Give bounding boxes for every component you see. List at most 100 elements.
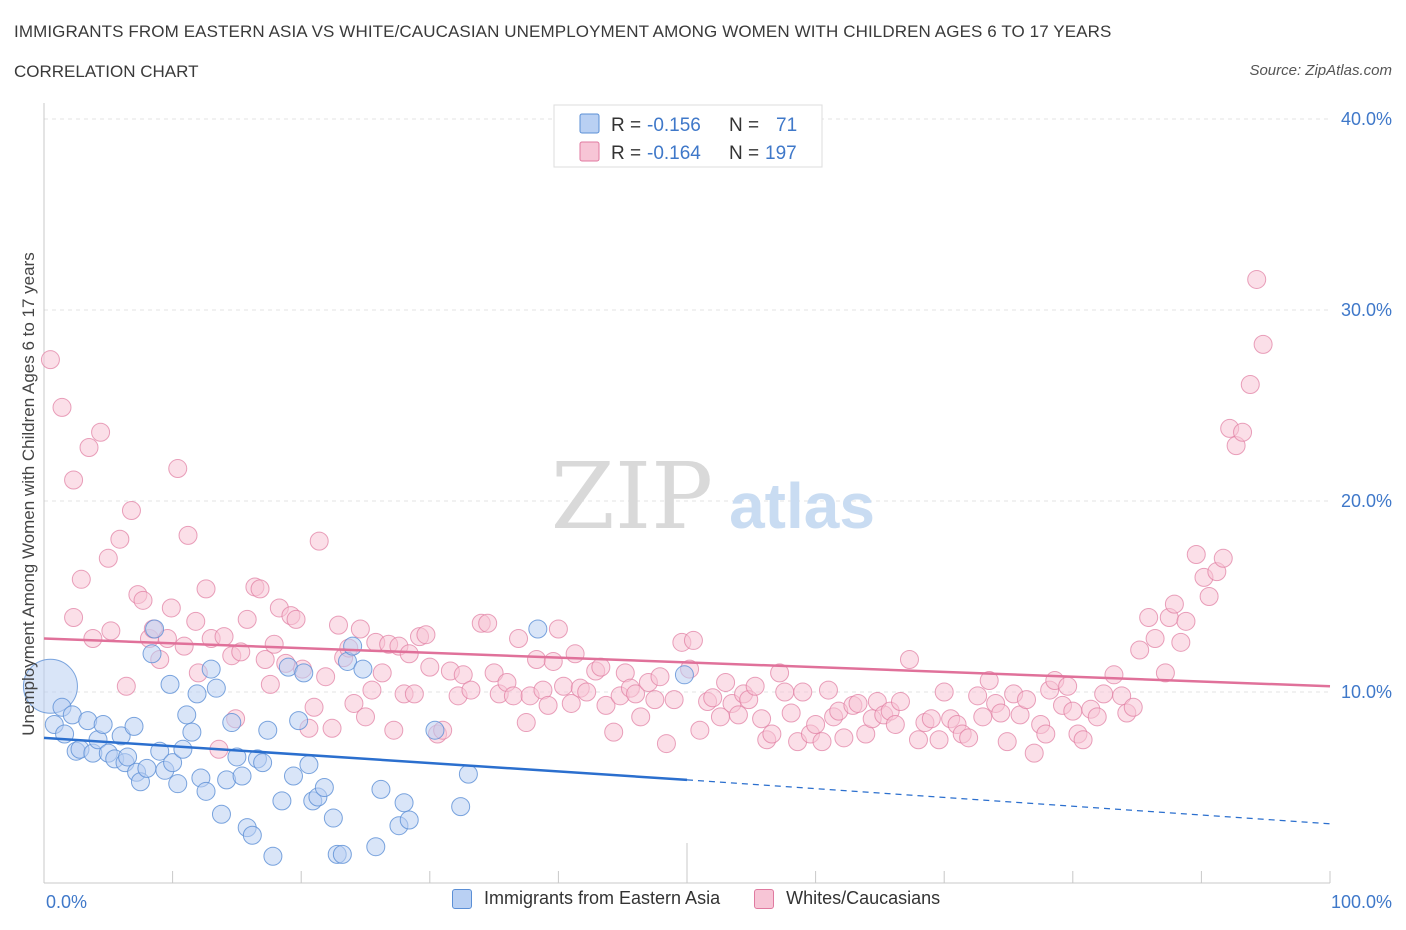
eastern-asia-point <box>227 747 247 767</box>
eastern-asia-point <box>674 665 694 685</box>
whites-point <box>196 579 216 599</box>
whites-point <box>1199 587 1219 606</box>
y-tick-label: 20.0% <box>1341 491 1392 511</box>
whites-point <box>716 672 736 692</box>
stats-r-value: -0.156 <box>647 115 701 136</box>
eastern-asia-point <box>118 747 138 767</box>
watermark: ZIP atlas <box>551 443 875 550</box>
whites-point <box>372 663 392 683</box>
whites-point <box>656 734 676 754</box>
whites-point <box>1145 629 1165 649</box>
whites-point <box>1112 686 1132 706</box>
whites-point <box>453 665 473 685</box>
whites-point <box>752 709 772 729</box>
whites-point <box>344 693 364 713</box>
whites-point <box>1164 594 1184 614</box>
eastern-asia-point <box>206 678 226 698</box>
eastern-asia-point <box>187 684 207 704</box>
eastern-asia-point <box>137 758 157 778</box>
whites-point <box>40 350 60 370</box>
whites-point <box>250 579 270 599</box>
eastern-asia-point <box>232 766 252 786</box>
whites-point <box>110 529 130 549</box>
whites-point <box>745 676 765 696</box>
whites-point <box>1087 707 1107 727</box>
whites-point <box>420 657 440 677</box>
stats-n-label: N = <box>729 115 759 136</box>
whites-point <box>973 707 993 727</box>
whites-point <box>1247 269 1267 289</box>
whites-point <box>604 722 624 742</box>
whites-point <box>1186 544 1206 564</box>
legend-swatch-blue <box>452 888 472 909</box>
whites-point <box>121 501 141 521</box>
whites-point <box>683 630 703 650</box>
whites-point <box>770 663 790 683</box>
eastern-asia-point <box>371 779 391 799</box>
stats-box: R = -0.156 N = 71 R = -0.164 N = 197 <box>553 104 823 168</box>
whites-point <box>591 657 611 677</box>
whites-point <box>304 697 324 717</box>
whites-point <box>98 548 118 568</box>
stats-r-label: R = <box>611 115 641 136</box>
x-tick-label: 0.0% <box>46 892 87 912</box>
eastern-asia-point <box>299 755 319 775</box>
whites-point <box>1063 701 1083 721</box>
gridlines <box>44 118 1330 693</box>
legend-label: Whites/Caucasians <box>786 888 941 908</box>
legend: Immigrants from Eastern Asia Whites/Cauc… <box>452 888 940 909</box>
whites-point <box>214 627 234 647</box>
whites-point <box>91 422 111 442</box>
whites-point <box>101 621 121 641</box>
whites-point <box>1123 697 1143 717</box>
whites-point <box>1155 663 1175 683</box>
whites-point <box>1104 665 1124 685</box>
whites-point <box>186 611 206 631</box>
whites-point <box>1176 611 1196 631</box>
eastern-asia-point <box>142 644 162 664</box>
eastern-asia-point <box>177 705 197 725</box>
whites-point <box>921 709 941 729</box>
y-axis-label: Unemployment Among Women with Children A… <box>19 252 38 736</box>
y-tick-label: 10.0% <box>1341 682 1392 702</box>
legend-swatch-pink <box>754 888 775 909</box>
legend-label: Immigrants from Eastern Asia <box>484 888 721 908</box>
eastern-asia-point <box>196 781 216 801</box>
whites-point <box>133 590 153 610</box>
whites-point <box>260 674 280 694</box>
whites-point <box>631 707 651 727</box>
eastern-asia-point <box>458 764 478 784</box>
eastern-asia-point <box>528 619 548 639</box>
axes <box>43 103 1331 884</box>
eastern-asia-point <box>343 636 363 656</box>
eastern-asia-point <box>353 659 373 679</box>
eastern-asia-point <box>314 778 334 797</box>
eastern-asia-point <box>263 846 283 866</box>
eastern-asia-point <box>201 659 221 679</box>
whites-point <box>959 728 979 748</box>
eastern-asia-point <box>258 720 278 740</box>
eastern-asia-point <box>160 674 180 694</box>
whites-point <box>350 619 370 639</box>
whites-point <box>384 720 404 740</box>
whites-point <box>178 525 198 545</box>
eastern-asia-point <box>366 837 386 857</box>
stats-n-label: N = <box>729 143 759 164</box>
eastern-asia-point <box>294 663 314 683</box>
whites-point <box>781 703 801 723</box>
eastern-asia-trend-line <box>43 736 688 782</box>
eastern-asia-point <box>124 716 144 736</box>
whites-point <box>561 693 581 713</box>
x-tick-label: 100.0% <box>1331 892 1392 912</box>
whites-point <box>818 680 838 700</box>
whites-point <box>1171 632 1191 652</box>
whites-point <box>237 609 257 629</box>
eastern-asia-point <box>451 797 471 817</box>
whites-point <box>596 695 616 715</box>
whites-point <box>64 608 84 628</box>
whites-point <box>1073 730 1093 750</box>
whites-point <box>548 619 568 639</box>
whites-point <box>929 730 949 750</box>
eastern-asia-trend-extension <box>686 779 1331 825</box>
